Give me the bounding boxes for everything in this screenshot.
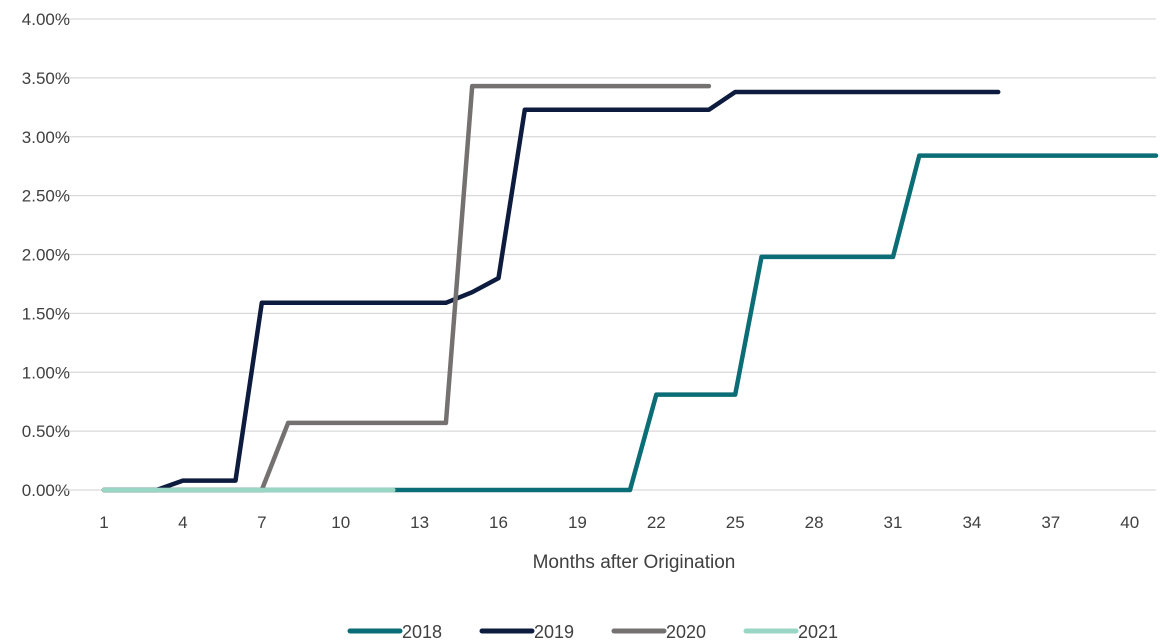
x-tick-label: 19 — [568, 513, 587, 532]
x-tick-label: 34 — [962, 513, 981, 532]
y-tick-label: 2.50% — [22, 187, 70, 206]
legend-label-2021: 2021 — [798, 622, 838, 642]
x-axis-title: Months after Origination — [533, 552, 736, 573]
x-tick-label: 22 — [647, 513, 666, 532]
y-tick-label: 2.00% — [22, 246, 70, 265]
y-tick-label: 3.50% — [22, 69, 70, 88]
legend: 2018 2019 2020 2021 — [347, 622, 838, 642]
legend-label-2018: 2018 — [402, 622, 442, 642]
x-tick-label: 4 — [178, 513, 187, 532]
legend-label-2020: 2020 — [666, 622, 706, 642]
y-tick-label: 3.00% — [22, 128, 70, 147]
series-line-2020 — [101, 83, 712, 493]
x-tick-label: 16 — [489, 513, 508, 532]
x-tick-label: 10 — [331, 513, 350, 532]
x-axis-ticks: 1 4 7 10 13 16 19 22 25 28 31 34 37 40 — [99, 513, 1139, 532]
x-tick-label: 31 — [884, 513, 903, 532]
y-tick-label: 0.00% — [22, 481, 70, 500]
x-tick-label: 28 — [805, 513, 824, 532]
x-tick-label: 25 — [726, 513, 745, 532]
y-tick-label: 1.50% — [22, 304, 70, 323]
y-tick-label: 4.00% — [22, 10, 70, 29]
series-line-2018 — [101, 153, 1159, 493]
y-tick-label: 0.50% — [22, 422, 70, 441]
legend-label-2019: 2019 — [534, 622, 574, 642]
x-tick-label: 40 — [1120, 513, 1139, 532]
gridlines — [63, 18, 1156, 432]
series-lines — [101, 83, 1159, 493]
y-tick-label: 1.00% — [22, 363, 70, 382]
x-tick-label: 1 — [99, 513, 108, 532]
x-tick-label: 37 — [1041, 513, 1060, 532]
y-axis-ticks: 0.00% 0.50% 1.00% 1.50% 2.00% 2.50% 3.00% 3.50%… — [22, 10, 70, 500]
x-tick-label: 7 — [257, 513, 266, 532]
x-tick-label: 13 — [410, 513, 429, 532]
series-line-2019 — [101, 89, 1001, 493]
